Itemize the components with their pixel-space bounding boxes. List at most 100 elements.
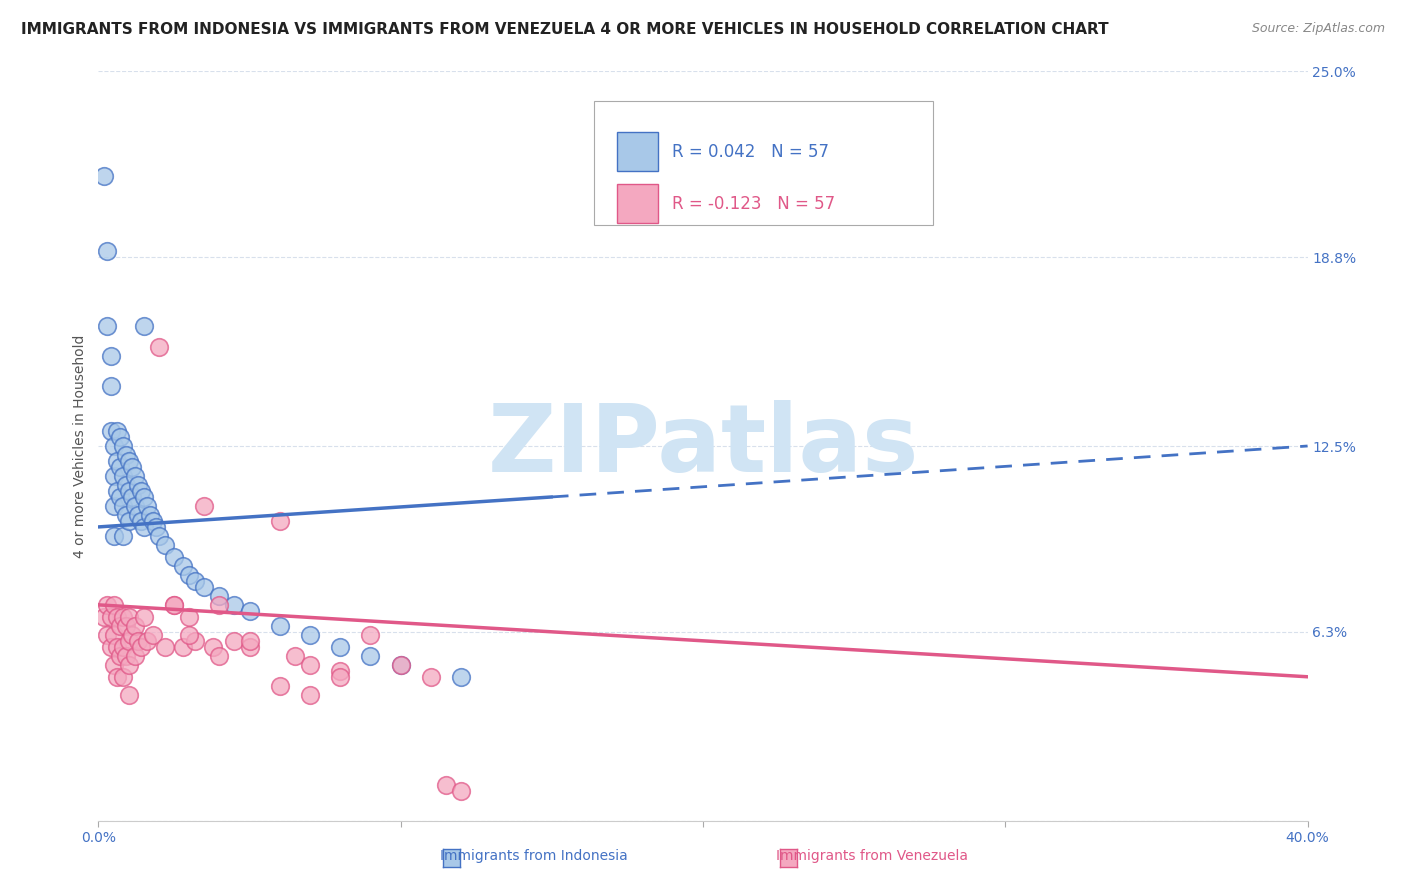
Point bbox=[114, 619, 136, 633]
Point bbox=[179, 610, 201, 624]
Point bbox=[111, 499, 134, 513]
Point bbox=[105, 483, 128, 498]
Point bbox=[163, 598, 186, 612]
Point bbox=[193, 580, 215, 594]
Point bbox=[118, 688, 141, 702]
Point bbox=[239, 633, 262, 648]
Point bbox=[132, 319, 155, 334]
Point bbox=[389, 657, 412, 672]
Text: Immigrants from Venezuela: Immigrants from Venezuela bbox=[776, 849, 967, 863]
Point bbox=[420, 670, 443, 684]
Point bbox=[103, 657, 125, 672]
Point bbox=[163, 549, 186, 564]
Point bbox=[127, 508, 149, 522]
Y-axis label: 4 or more Vehicles in Household: 4 or more Vehicles in Household bbox=[73, 334, 87, 558]
Point bbox=[96, 244, 118, 259]
Point bbox=[184, 633, 207, 648]
Point bbox=[118, 454, 141, 468]
Point bbox=[105, 610, 128, 624]
Point bbox=[124, 619, 146, 633]
Point bbox=[111, 610, 134, 624]
Point bbox=[103, 469, 125, 483]
Point bbox=[114, 448, 136, 462]
Point bbox=[434, 778, 457, 792]
Point bbox=[450, 670, 472, 684]
Point bbox=[329, 664, 352, 678]
Point bbox=[163, 598, 186, 612]
Point bbox=[132, 610, 155, 624]
Point bbox=[224, 633, 246, 648]
Text: IMMIGRANTS FROM INDONESIA VS IMMIGRANTS FROM VENEZUELA 4 OR MORE VEHICLES IN HOU: IMMIGRANTS FROM INDONESIA VS IMMIGRANTS … bbox=[21, 22, 1109, 37]
Point bbox=[127, 633, 149, 648]
Point bbox=[179, 567, 201, 582]
Point bbox=[389, 657, 412, 672]
Point bbox=[208, 589, 231, 603]
Point bbox=[172, 558, 194, 573]
Point bbox=[118, 657, 141, 672]
Point bbox=[239, 640, 262, 654]
Point bbox=[108, 430, 131, 444]
Point bbox=[139, 508, 162, 522]
Point bbox=[103, 499, 125, 513]
Point bbox=[96, 628, 118, 642]
Point bbox=[124, 499, 146, 513]
Point bbox=[96, 319, 118, 334]
Point bbox=[145, 520, 167, 534]
Point bbox=[96, 598, 118, 612]
Point bbox=[329, 670, 352, 684]
Point bbox=[299, 657, 322, 672]
Point bbox=[284, 648, 307, 663]
Point bbox=[193, 499, 215, 513]
Point bbox=[269, 514, 291, 528]
Point bbox=[105, 424, 128, 438]
Point bbox=[153, 538, 176, 552]
Point bbox=[111, 469, 134, 483]
Point bbox=[208, 598, 231, 612]
FancyBboxPatch shape bbox=[617, 185, 658, 223]
Point bbox=[100, 640, 122, 654]
FancyBboxPatch shape bbox=[595, 102, 932, 225]
Point bbox=[142, 514, 165, 528]
Point bbox=[202, 640, 225, 654]
Point bbox=[299, 628, 322, 642]
Point bbox=[118, 483, 141, 498]
Point bbox=[105, 670, 128, 684]
Point bbox=[132, 520, 155, 534]
Point bbox=[329, 640, 352, 654]
Point bbox=[153, 640, 176, 654]
Point bbox=[111, 529, 134, 543]
Point bbox=[100, 424, 122, 438]
Point bbox=[111, 439, 134, 453]
Point bbox=[108, 619, 131, 633]
Point bbox=[114, 648, 136, 663]
Point bbox=[103, 439, 125, 453]
Point bbox=[360, 648, 382, 663]
Point bbox=[269, 619, 291, 633]
Point bbox=[93, 610, 115, 624]
Point bbox=[132, 490, 155, 504]
Text: ZIPatlas: ZIPatlas bbox=[488, 400, 918, 492]
Point bbox=[129, 514, 152, 528]
Text: Source: ZipAtlas.com: Source: ZipAtlas.com bbox=[1251, 22, 1385, 36]
Point bbox=[105, 640, 128, 654]
Point bbox=[100, 379, 122, 393]
Point bbox=[93, 169, 115, 184]
Point bbox=[360, 628, 382, 642]
Point bbox=[103, 598, 125, 612]
Point bbox=[103, 628, 125, 642]
Point bbox=[299, 688, 322, 702]
Point bbox=[179, 628, 201, 642]
Point bbox=[129, 483, 152, 498]
Point bbox=[108, 490, 131, 504]
Point bbox=[105, 454, 128, 468]
Point bbox=[118, 633, 141, 648]
Point bbox=[135, 499, 157, 513]
Point bbox=[135, 633, 157, 648]
Text: R = -0.123   N = 57: R = -0.123 N = 57 bbox=[672, 194, 835, 213]
Point bbox=[224, 598, 246, 612]
Point bbox=[124, 469, 146, 483]
Point bbox=[124, 648, 146, 663]
Point bbox=[114, 508, 136, 522]
Point bbox=[108, 460, 131, 475]
Point bbox=[269, 679, 291, 693]
